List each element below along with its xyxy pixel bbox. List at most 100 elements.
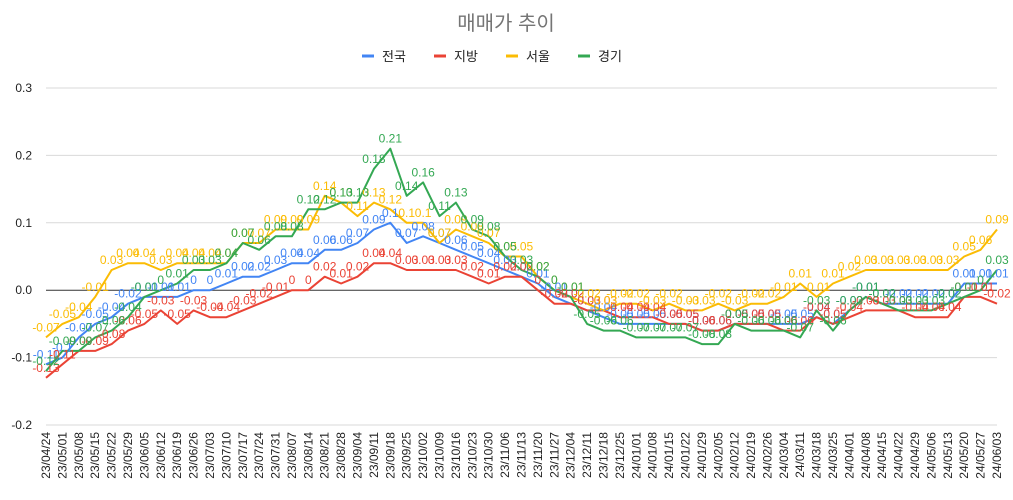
x-tick-label: 24/03/11 [793,432,807,478]
data-label: -0.04 [639,300,667,314]
data-label: -0.05 [819,307,847,321]
data-label: 0.05 [493,240,517,254]
y-axis: -0.2 -0.1 0.0 0.1 0.2 0.3 [11,81,32,432]
data-label: -0.01 [951,280,979,294]
data-label: 0.03 [444,253,468,267]
x-tick-label: 24/04/29 [908,432,922,479]
data-label: -0.01 [557,280,585,294]
x-tick-label: 24/04/01 [842,432,856,479]
data-label: 0.02 [526,260,550,274]
data-label: -0.03 [885,293,913,307]
data-label: 0.03 [936,253,960,267]
data-label: -0.02 [623,287,651,301]
x-tick-label: 23/05/15 [88,432,102,479]
data-label: 0.02 [346,260,370,274]
x-tick-label: 23/12/25 [613,432,627,479]
data-label: 0.01 [969,266,993,280]
x-tick-label: 23/07/31 [269,432,283,479]
data-label: 0.14 [395,179,419,193]
data-label: 0.01 [789,266,813,280]
data-label: 0.07 [428,226,452,240]
x-tick-label: 23/12/04 [564,432,578,479]
data-label: 0 [157,273,164,287]
x-tick-label: 24/04/08 [859,432,873,479]
data-label: -0.02 [901,287,929,301]
x-tick-label: 24/02/19 [744,432,758,479]
y-tick-label: -0.2 [11,418,32,432]
data-label: 0.13 [329,186,353,200]
data-label: -0.06 [705,314,733,328]
chart-title: 매매가 추이 [457,12,555,35]
data-labels: -0.11-0.1-0.07-0.05-0.04-0.02-0.01-0.01-… [32,132,1011,375]
x-tick-label: 23/10/23 [465,432,479,479]
data-label: -0.01 [163,280,191,294]
data-label: -0.05 [754,307,782,321]
data-label: -0.07 [65,320,93,334]
data-label: -0.02 [606,287,634,301]
data-label: 0.02 [838,260,862,274]
data-label: 0.03 [510,253,534,267]
data-label: 0.01 [165,266,189,280]
data-label: 0.06 [444,233,468,247]
data-label: -0.04 [114,300,142,314]
x-tick-label: 23/11/20 [531,432,545,478]
data-label: 0.07 [346,226,370,240]
x-tick-label: 23/07/03 [203,432,217,479]
x-tick-label: 24/03/18 [810,432,824,479]
x-tick-label: 24/05/27 [974,432,988,479]
data-label: 0.02 [510,260,534,274]
data-label: 0.01 [953,266,977,280]
data-label: 0.08 [280,219,304,233]
data-label: 0.12 [313,192,337,206]
data-label: -0.03 [147,293,175,307]
data-label: 0.05 [953,240,977,254]
legend: 전국 지방 서울 경기 [362,49,622,64]
data-label: -0.05 [163,307,191,321]
data-label: -0.05 [131,307,159,321]
x-tick-label: 24/01/15 [662,432,676,479]
data-label: -0.02 [934,287,962,301]
data-label: 0.03 [428,253,452,267]
data-label: 0.1 [382,206,399,220]
data-label: -0.06 [770,314,798,328]
data-label: 0 [207,273,214,287]
data-label: -0.01 [147,280,175,294]
data-label: 0.1 [415,206,432,220]
data-label: -0.05 [721,307,749,321]
data-label: -0.05 [639,307,667,321]
data-label: 0.05 [493,240,517,254]
x-tick-label: 23/10/02 [416,432,430,479]
data-label: -0.08 [98,327,126,341]
data-label: -0.02 [918,287,946,301]
data-label: -0.06 [590,314,618,328]
data-label: 0.09 [264,213,288,227]
data-label: 0.04 [165,246,189,260]
x-tick-label: 23/11/13 [515,432,529,478]
x-tick-label: 23/09/25 [400,432,414,479]
data-label: -0.07 [672,320,700,334]
data-label: -0.05 [737,307,765,321]
data-label: -0.02 [573,287,601,301]
x-tick-label: 23/08/28 [334,432,348,479]
data-label: -0.02 [557,287,585,301]
x-tick-label: 23/09/11 [367,432,381,478]
data-label: 0.01 [821,266,845,280]
data-label: -0.11 [49,347,76,361]
data-label: -0.03 [901,293,929,307]
data-label: -0.04 [623,300,651,314]
data-label: -0.09 [65,334,93,348]
data-label: 0.04 [182,246,206,260]
data-label: 0.11 [346,199,369,213]
series-line-2 [45,262,998,379]
data-label: -0.07 [623,320,651,334]
data-label: -0.02 [754,287,782,301]
data-label: 0.09 [444,213,468,227]
data-label: -0.04 [803,300,831,314]
data-label: -0.03 [573,293,601,307]
legend-label: 서울 [526,49,550,64]
data-label: -0.04 [196,300,224,314]
x-tick-label: 23/06/19 [170,432,184,479]
data-label: 0.01 [985,266,1009,280]
data-label: 0.03 [395,253,419,267]
data-label: -0.04 [606,300,634,314]
